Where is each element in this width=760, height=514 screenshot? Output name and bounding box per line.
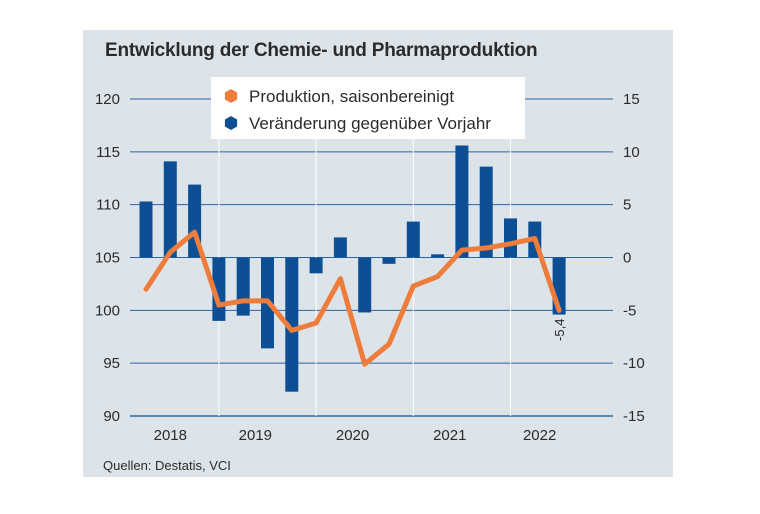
bar <box>309 257 323 274</box>
legend-marker <box>224 116 238 130</box>
production-line <box>143 229 562 367</box>
right-tick-label: 5 <box>623 197 631 214</box>
right-tick-label: 0 <box>623 250 631 267</box>
bar <box>139 201 153 258</box>
legend-box <box>211 77 525 139</box>
source-note: Quellen: Destatis, VCI <box>103 458 231 473</box>
left-axis: 120 115 110 105 100 95 90 <box>95 91 120 425</box>
x-tick-label: 2022 <box>523 427 556 444</box>
left-tick-label: 95 <box>103 355 120 372</box>
bar <box>333 237 347 258</box>
bar <box>479 166 493 258</box>
left-tick-label: 120 <box>95 91 120 108</box>
legend-marker <box>224 89 238 103</box>
chart-title: Entwicklung der Chemie- und Pharmaproduk… <box>105 40 538 61</box>
chart-panel: Entwicklung der Chemie- und Pharmaproduk… <box>83 30 673 477</box>
bar <box>163 161 177 258</box>
right-axis: 15 10 5 0 -5 -10 -15 <box>623 91 645 425</box>
right-tick-label: 15 <box>623 91 640 108</box>
x-tick-label: 2018 <box>154 427 187 444</box>
left-tick-label: 115 <box>96 144 120 161</box>
x-axis: 2018 2019 2020 2021 2022 <box>154 427 557 444</box>
bar <box>406 221 420 258</box>
left-tick-label: 105 <box>95 250 120 267</box>
right-tick-label: 10 <box>623 144 640 161</box>
bar-series <box>139 145 566 392</box>
bar <box>236 257 250 316</box>
right-tick-label: -10 <box>623 355 645 372</box>
bar <box>285 257 299 392</box>
left-tick-label: 100 <box>95 302 120 319</box>
legend-label: Produktion, saisonbereinigt <box>249 87 454 106</box>
bar <box>358 257 372 313</box>
legend: Produktion, saisonbereinigt Veränderung g… <box>211 77 525 139</box>
bar <box>455 145 469 258</box>
x-tick-label: 2021 <box>433 427 466 444</box>
legend-label: Veränderung gegenüber Vorjahr <box>249 114 491 133</box>
bar <box>504 218 517 258</box>
x-tick-label: 2020 <box>336 427 369 444</box>
bar-value-annotation: -5,4 <box>552 319 567 341</box>
right-tick-label: -5 <box>623 302 636 319</box>
annotations: -5,4 <box>552 319 567 341</box>
left-tick-label: 110 <box>96 197 120 214</box>
bar <box>382 257 396 264</box>
right-tick-label: -15 <box>623 408 645 425</box>
line-series <box>143 229 562 367</box>
bar <box>431 254 445 258</box>
x-tick-label: 2019 <box>239 427 272 444</box>
left-tick-label: 90 <box>103 408 120 425</box>
